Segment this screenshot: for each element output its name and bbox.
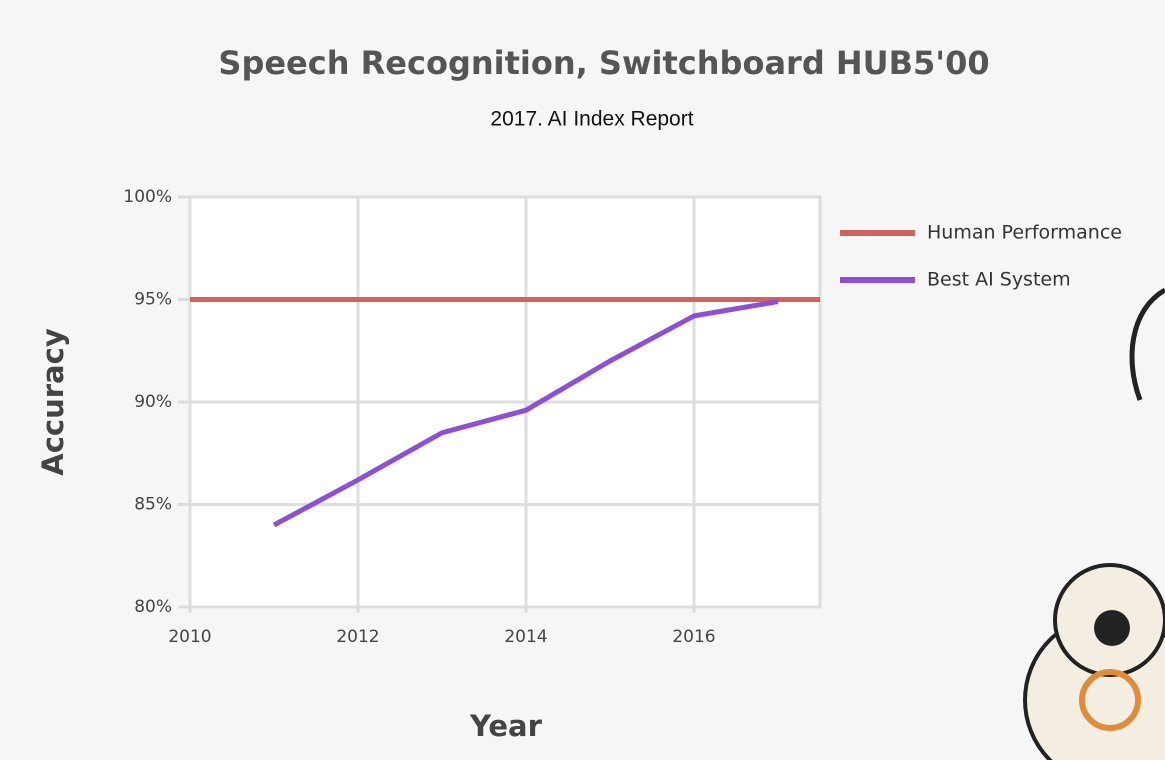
y-tick-label: 80% (134, 597, 172, 617)
legend-label: Best AI System (927, 269, 1071, 291)
chart-subtitle: 2017. AI Index Report (490, 108, 693, 131)
y-tick-label: 90% (134, 392, 172, 412)
x-tick-label: 2016 (672, 627, 715, 647)
x-tick-label: 2010 (168, 627, 211, 647)
y-tick-label: 100% (123, 187, 172, 207)
y-tick-label: 85% (134, 495, 172, 515)
y-axis-label: Accuracy (36, 328, 70, 476)
droid-eye (1094, 610, 1130, 646)
x-axis-label: Year (469, 709, 543, 743)
y-tick-label: 95% (134, 290, 172, 310)
chart-title: Speech Recognition, Switchboard HUB5'00 (218, 44, 989, 82)
x-tick-label: 2014 (504, 627, 547, 647)
x-tick-label: 2012 (336, 627, 379, 647)
chart: Speech Recognition, Switchboard HUB5'00 … (0, 0, 1165, 760)
legend-label: Human Performance (927, 222, 1122, 244)
